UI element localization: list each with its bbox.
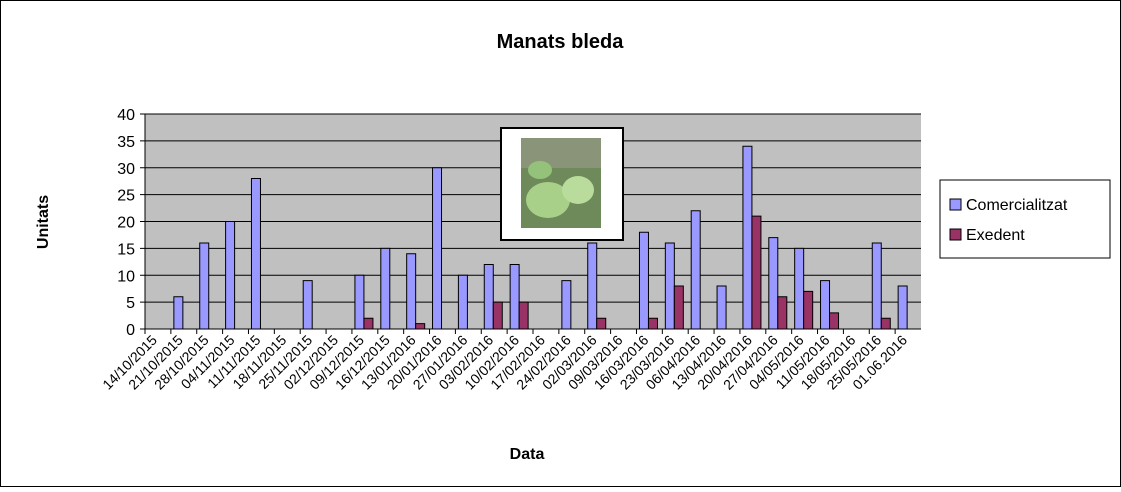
y-tick-label: 35 <box>117 134 135 151</box>
chart-title: Manats bleda <box>497 31 625 53</box>
bar <box>457 274 468 330</box>
bar <box>768 237 779 330</box>
y-axis-label: Unitats <box>35 195 52 249</box>
y-tick-label: 0 <box>126 322 135 339</box>
bar <box>225 221 236 330</box>
bar <box>690 210 701 330</box>
bar <box>897 285 908 330</box>
bar <box>199 242 210 330</box>
bar <box>380 247 391 330</box>
bar <box>173 296 184 330</box>
bar <box>587 242 598 330</box>
y-tick-label: 40 <box>117 107 135 124</box>
x-axis-label: Data <box>510 446 545 463</box>
bar <box>794 247 805 330</box>
bar <box>509 264 520 330</box>
bar <box>871 242 882 330</box>
bar <box>880 317 891 330</box>
bar <box>561 280 572 330</box>
legend-label: Comercialitzat <box>966 197 1068 214</box>
bar <box>638 231 649 330</box>
bar <box>596 317 607 330</box>
bar <box>647 317 658 330</box>
bar <box>302 280 313 330</box>
bar <box>406 253 417 330</box>
legend-swatch <box>949 198 962 211</box>
bar <box>432 167 443 330</box>
y-tick-label: 20 <box>117 215 135 232</box>
bar <box>820 280 831 330</box>
bar <box>742 145 753 330</box>
bar <box>829 312 840 330</box>
bar <box>716 285 727 330</box>
y-tick-label: 5 <box>126 295 135 312</box>
bar <box>363 317 374 330</box>
bar <box>673 285 684 330</box>
y-tick-label: 25 <box>117 188 135 205</box>
bar <box>250 178 261 330</box>
y-tick-label: 10 <box>117 268 135 285</box>
y-tick-label: 15 <box>117 241 135 258</box>
bar <box>664 242 675 330</box>
legend-swatch <box>949 228 962 241</box>
bar <box>492 301 503 330</box>
bar <box>354 274 365 330</box>
bar <box>803 290 814 330</box>
bar <box>518 301 529 330</box>
bar <box>777 296 788 330</box>
bar <box>751 215 762 330</box>
legend <box>939 179 1111 259</box>
bar <box>415 323 426 330</box>
photo-inset <box>500 127 624 241</box>
legend-label: Exedent <box>966 227 1025 244</box>
bar <box>483 264 494 330</box>
y-tick-label: 30 <box>117 161 135 178</box>
